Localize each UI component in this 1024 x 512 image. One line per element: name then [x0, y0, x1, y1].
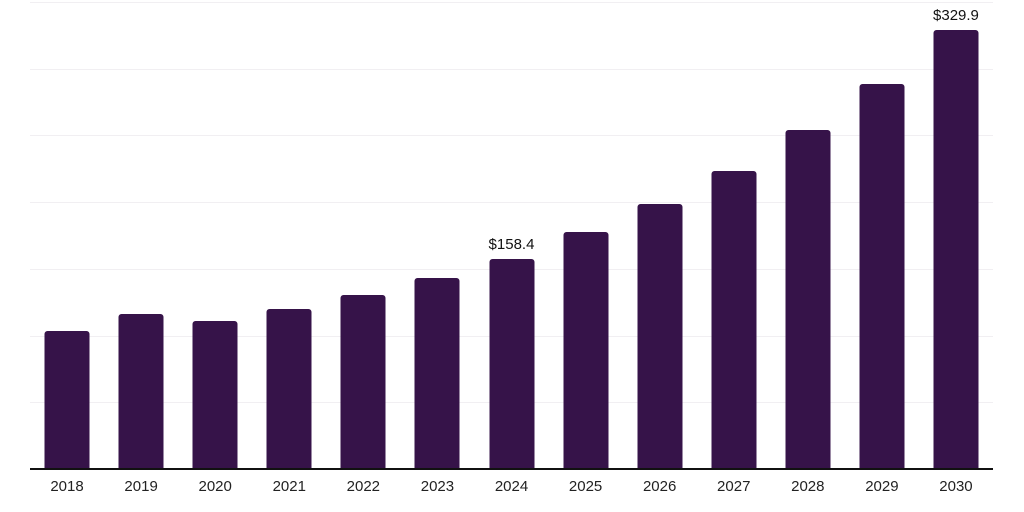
bar-2030	[933, 29, 979, 470]
plot-area: $158.4 $329.9	[30, 0, 993, 470]
bar-slot-2023	[400, 0, 474, 470]
bar-slot-2020	[178, 0, 252, 470]
bar-2026	[637, 203, 683, 470]
x-tick-label-2029: 2029	[865, 478, 899, 495]
bar-slot-2018	[30, 0, 104, 470]
bar-slot-2027	[697, 0, 771, 470]
gridline	[30, 2, 993, 3]
x-tick-label-2027: 2027	[717, 478, 751, 495]
bar-slot-2019	[104, 0, 178, 470]
bar-slot-2025	[549, 0, 623, 470]
bar-2022	[340, 295, 386, 470]
x-tick-label-2025: 2025	[568, 478, 603, 495]
gridline	[30, 135, 993, 137]
bar-slot-2024: $158.4	[474, 0, 548, 470]
x-tick-label-2023: 2023	[420, 478, 455, 495]
bar-value-label-2030: $329.9	[933, 6, 979, 24]
bar-2029	[859, 84, 905, 470]
bar-slot-2021	[252, 0, 326, 470]
bar-slot-2028	[771, 0, 845, 470]
bar-slot-2026	[623, 0, 697, 470]
bar-2024	[489, 258, 534, 470]
bar-2018	[44, 330, 90, 470]
x-tick-label-2022: 2022	[346, 478, 381, 495]
bar-2019	[118, 314, 164, 470]
bar-slot-2030: $329.9	[919, 0, 993, 470]
x-tick-label-2018: 2018	[50, 478, 84, 495]
x-tick-label-2019: 2019	[124, 478, 158, 495]
bar-slot-2029	[845, 0, 919, 470]
x-tick-label-2024: 2024	[494, 478, 529, 495]
x-axis-line	[30, 468, 993, 470]
bar-2027	[711, 170, 757, 470]
gridline	[30, 68, 993, 70]
bars-container: $158.4 $329.9	[30, 0, 993, 470]
x-tick-label-2020: 2020	[198, 478, 232, 495]
gridline	[30, 202, 993, 204]
bar-2028	[785, 130, 831, 470]
bar-2023	[414, 278, 460, 470]
x-tick-label-2026: 2026	[642, 478, 677, 495]
x-axis-labels: 2018 2019 2020 2021 2022 2023 2024 2025 2026 2027…	[30, 478, 993, 495]
bar-2025	[563, 232, 609, 470]
bar-slot-2022	[326, 0, 400, 470]
x-tick-label-2021: 2021	[272, 478, 306, 495]
bar-2020	[192, 320, 238, 470]
x-tick-label-2030: 2030	[939, 478, 973, 495]
bar-2021	[266, 309, 312, 470]
bar-value-label-2024: $158.4	[488, 235, 535, 253]
x-tick-label-2028: 2028	[791, 478, 825, 495]
